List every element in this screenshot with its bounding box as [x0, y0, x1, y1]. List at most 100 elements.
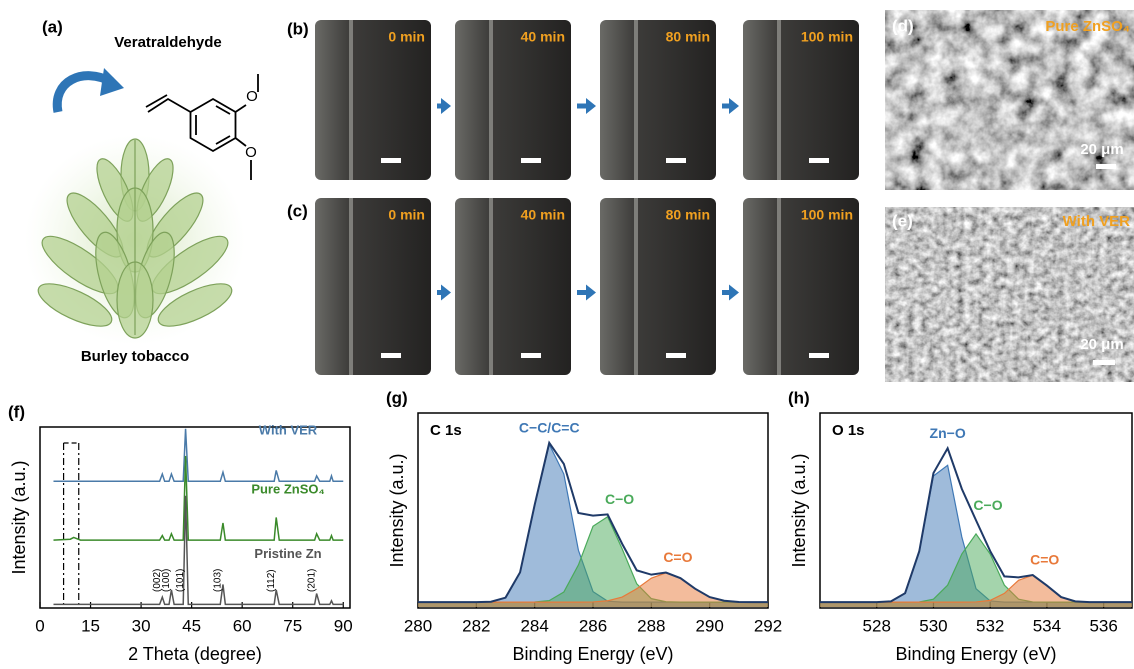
peak-label: (002)	[152, 569, 163, 592]
area-fill	[418, 572, 768, 607]
area-fill	[418, 516, 768, 607]
photo-frame	[743, 20, 859, 180]
scale-bar	[666, 353, 686, 358]
panel-label: (d)	[892, 16, 914, 35]
scale-bar	[521, 158, 541, 163]
scale-bar	[1096, 164, 1116, 169]
x-tick-label: 60	[233, 616, 252, 635]
electrode-edge	[489, 20, 493, 180]
image-caption: With VER	[1063, 213, 1131, 230]
envelope-line	[418, 440, 768, 604]
photo-frame	[743, 198, 859, 375]
peak-label: (100)	[161, 569, 172, 592]
step-arrow-head	[441, 98, 451, 114]
x-axis-label: Binding Energy (eV)	[895, 644, 1056, 664]
sem-image	[885, 10, 1134, 190]
panel-label: (f)	[8, 402, 25, 421]
step-arrow-head	[729, 98, 739, 114]
step-arrow-head	[586, 284, 596, 301]
scale-bar	[809, 158, 829, 163]
x-tick-label: 530	[919, 616, 947, 635]
atom-label: O	[245, 144, 257, 161]
photo-frame	[315, 198, 431, 375]
peak-name: C−O	[973, 497, 1002, 513]
x-tick-label: 286	[579, 616, 607, 635]
molecule-name: Veratraldehyde	[114, 34, 222, 51]
peak-name: Zn−O	[930, 425, 966, 441]
x-tick-label: 534	[1033, 616, 1061, 635]
x-tick-label: 45	[182, 616, 201, 635]
arrow-head	[100, 68, 124, 96]
x-tick-label: 15	[81, 616, 100, 635]
panel-label: (e)	[892, 211, 913, 230]
x-tick-label: 282	[462, 616, 490, 635]
panel-label: (a)	[42, 17, 63, 36]
area-fill	[820, 533, 1132, 607]
x-tick-label: 0	[35, 616, 44, 635]
pattern-line	[53, 428, 344, 483]
y-axis-label: Intensity (a.u.)	[9, 460, 29, 574]
electrode-edge	[349, 198, 353, 375]
electrode-edge	[634, 20, 638, 180]
panel-label: (g)	[386, 388, 408, 407]
scale-label: 20 μm	[1080, 336, 1123, 353]
step-arrow-head	[586, 98, 596, 114]
step-arrow-head	[441, 284, 451, 301]
time-label: 100 min	[801, 207, 853, 223]
x-axis-label: 2 Theta (degree)	[128, 644, 262, 664]
time-label: 0 min	[388, 29, 425, 45]
x-tick-label: 75	[283, 616, 302, 635]
electrode-edge	[634, 198, 638, 375]
image-caption: Pure ZnSO₄	[1045, 18, 1130, 35]
electrode-edge	[349, 20, 353, 180]
time-label: 0 min	[388, 207, 425, 223]
molecule-structure	[145, 74, 259, 180]
series-label: Pure ZnSO₄	[251, 482, 324, 497]
panel-label: (c)	[287, 201, 308, 220]
plot-frame	[819, 412, 1133, 609]
x-axis-label: Binding Energy (eV)	[512, 644, 673, 664]
x-tick-label: 30	[132, 616, 151, 635]
plot-frame	[39, 426, 351, 609]
x-tick-label: 528	[863, 616, 891, 635]
series-label: Pristine Zn	[254, 546, 321, 561]
scale-bar	[666, 158, 686, 163]
x-tick-label: 532	[976, 616, 1004, 635]
atom-label: O	[246, 88, 258, 105]
electrode-edge	[777, 198, 781, 375]
sem-image	[885, 207, 1134, 382]
time-label: 80 min	[666, 29, 710, 45]
area-fill	[820, 575, 1132, 607]
step-arrow-head	[729, 284, 739, 301]
peak-name: C=O	[663, 549, 692, 565]
peak-label: (103)	[213, 569, 224, 592]
spectrum-title: C 1s	[430, 422, 462, 439]
time-label: 40 min	[521, 207, 565, 223]
pattern-line	[53, 455, 344, 541]
peak-label: (112)	[266, 569, 277, 592]
panel-label: (h)	[788, 388, 810, 407]
photo-frame	[600, 198, 716, 375]
x-tick-label: 280	[404, 616, 432, 635]
x-tick-label: 284	[520, 616, 548, 635]
peak-label: (101)	[175, 569, 186, 592]
x-tick-label: 90	[334, 616, 353, 635]
y-axis-label: Intensity (a.u.)	[789, 453, 809, 567]
peak-label: (201)	[306, 569, 317, 592]
photo-frame	[455, 20, 571, 180]
electrode-edge	[777, 20, 781, 180]
scale-label: 20 μm	[1080, 141, 1123, 158]
photo-frame	[455, 198, 571, 375]
scale-bar	[381, 353, 401, 358]
envelope-line	[820, 445, 1132, 604]
scale-bar	[1093, 360, 1115, 365]
time-label: 80 min	[666, 207, 710, 223]
spectrum-title: O 1s	[832, 422, 865, 439]
plant-illustration	[37, 138, 233, 339]
time-label: 100 min	[801, 29, 853, 45]
plant-name: Burley tobacco	[81, 348, 189, 365]
scale-bar	[381, 158, 401, 163]
x-tick-label: 290	[695, 616, 723, 635]
